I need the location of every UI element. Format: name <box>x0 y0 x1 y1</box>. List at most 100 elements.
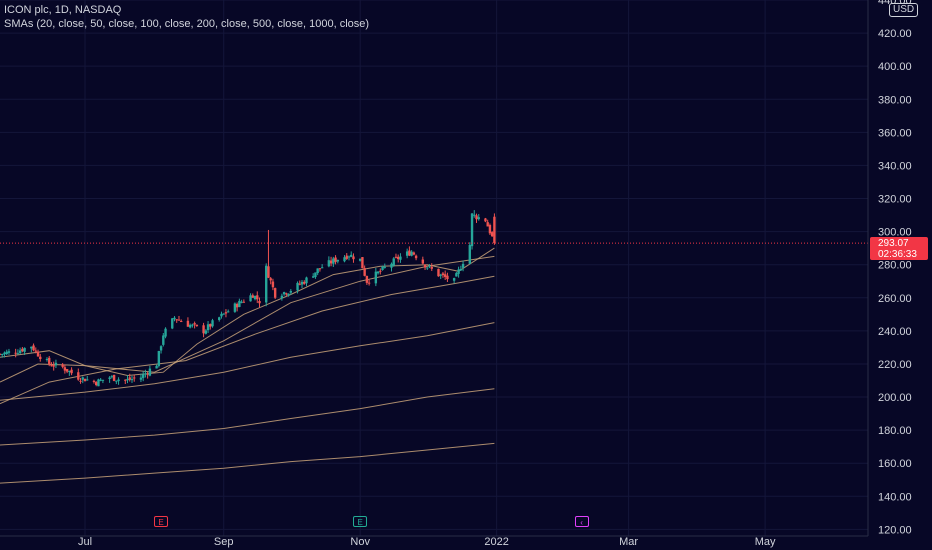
candle-body <box>376 271 380 274</box>
candle-body <box>314 272 317 278</box>
candle-body <box>280 295 284 299</box>
candle-body <box>112 374 116 381</box>
candle-body <box>256 295 259 300</box>
candle-body <box>452 278 456 281</box>
earnings-event-marker[interactable]: E <box>353 516 368 527</box>
candle-body <box>77 372 80 380</box>
candle-body <box>374 271 378 284</box>
y-tick-label: 340.00 <box>878 160 912 172</box>
sma-line <box>0 442 495 484</box>
candles <box>0 210 496 387</box>
countdown-value: 02:36:33 <box>878 249 917 260</box>
time-axis[interactable]: Jul Sep Nov 2022 Mar May <box>78 536 776 548</box>
candle-body <box>1 353 4 355</box>
candle-body <box>273 288 277 298</box>
candle-body <box>177 319 181 321</box>
candle-body <box>316 268 319 274</box>
dividend-event-marker[interactable]: ‹ <box>574 516 589 527</box>
candle-body <box>253 295 257 300</box>
y-tick-label: 400.00 <box>878 61 912 73</box>
candle-body <box>141 374 145 378</box>
candle-body <box>423 264 427 268</box>
candle-body <box>94 382 98 386</box>
candle-body <box>18 350 22 354</box>
candle-body <box>32 345 35 351</box>
candle-body <box>235 303 239 308</box>
candle-body <box>477 217 480 220</box>
candle-body <box>269 278 272 281</box>
candle-body <box>211 320 214 327</box>
candle-body <box>426 267 429 269</box>
candle-body <box>289 290 293 293</box>
y-tick-label: 180.00 <box>878 425 912 437</box>
y-tick-label: 160.00 <box>878 458 912 470</box>
candle-body <box>242 301 246 303</box>
candle-body <box>352 256 355 260</box>
candle-body <box>14 352 17 354</box>
candle-body <box>258 300 261 304</box>
candle-body <box>5 351 8 355</box>
y-tick-label: 300.00 <box>878 227 912 239</box>
sma-line <box>0 275 495 405</box>
candle-body <box>233 303 237 312</box>
candle-body <box>34 350 37 352</box>
candle-body <box>296 282 299 291</box>
candle-body <box>16 353 20 355</box>
y-tick-label: 360.00 <box>878 127 912 139</box>
candle-body <box>343 257 346 262</box>
candle-body <box>68 370 71 372</box>
currency-badge[interactable]: USD <box>889 3 919 17</box>
candle-body <box>318 268 322 270</box>
candle-body <box>128 377 131 380</box>
earnings-event-marker[interactable]: E <box>154 516 169 527</box>
candle-body <box>180 321 183 323</box>
candle-body <box>446 275 449 280</box>
candle-body <box>164 328 167 337</box>
candle-body <box>148 368 152 376</box>
candle-body <box>381 266 384 270</box>
candle-body <box>361 257 364 269</box>
candle-body <box>459 269 463 271</box>
candle-body <box>7 351 11 353</box>
candle-body <box>392 258 395 266</box>
candle-body <box>468 245 471 264</box>
candle-body <box>39 356 42 360</box>
candle-body <box>155 365 158 369</box>
candle-body <box>443 274 447 277</box>
y-tick-label: 280.00 <box>878 260 912 272</box>
y-tick-label: 380.00 <box>878 94 912 106</box>
candle-body <box>224 312 228 314</box>
candle-body <box>191 324 194 326</box>
candle-body <box>394 256 398 258</box>
candle-body <box>358 258 362 261</box>
candle-body <box>3 352 6 355</box>
candle-body <box>124 379 127 381</box>
candle-body <box>101 379 105 381</box>
candle-body <box>430 266 433 269</box>
candle-body <box>222 313 225 315</box>
candle-body <box>92 380 96 382</box>
y-tick-label: 120.00 <box>878 524 912 536</box>
candle-body <box>97 379 100 387</box>
candle-body <box>493 216 496 244</box>
candle-body <box>63 367 67 371</box>
candle-body <box>311 276 315 278</box>
candle-body <box>320 267 324 269</box>
indicator-label[interactable]: SMAs (20, close, 50, close, 100, close, … <box>4 18 370 30</box>
candle-body <box>130 379 134 381</box>
candle-body <box>399 256 402 260</box>
candle-body <box>457 269 460 274</box>
symbol-title[interactable]: ICON plc, 1D, NASDAQ <box>4 4 122 16</box>
candle-body <box>52 365 55 367</box>
candle-body <box>240 301 243 303</box>
candle-body <box>488 224 492 234</box>
candle-body <box>48 357 51 365</box>
candle-body <box>238 300 241 307</box>
candle-body <box>267 266 270 278</box>
candle-body <box>383 266 386 268</box>
candle-body <box>329 260 333 264</box>
candle-body <box>81 377 84 380</box>
candle-body <box>305 277 308 284</box>
